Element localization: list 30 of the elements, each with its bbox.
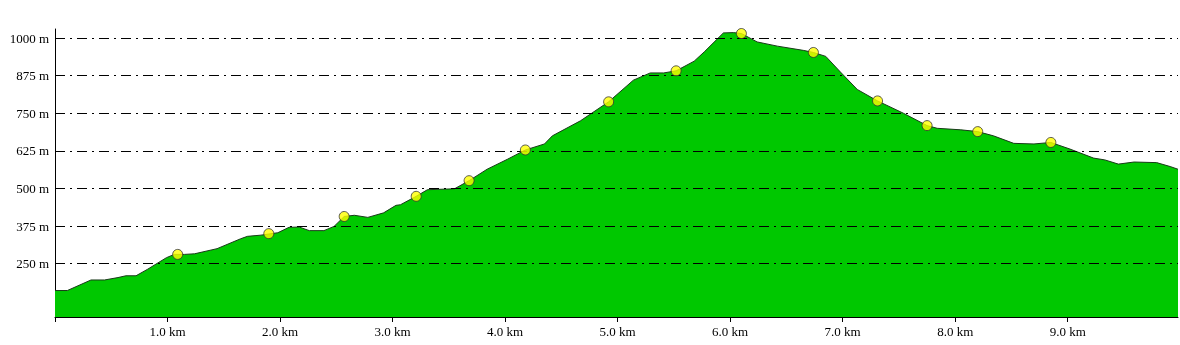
point [807,46,819,58]
y-tick-label: 750 m [16,105,49,121]
point [921,120,933,132]
x-tick-label: 6.0 km [712,324,749,339]
point [872,95,884,107]
point [172,248,184,260]
point [338,210,350,222]
y-tick-label: 375 m [16,218,49,234]
x-tick-label: 2.0 km [261,324,299,339]
point [603,96,615,108]
point [735,28,747,40]
x-tick-label: 1.0 km [149,324,186,339]
x-tick-label: 4.0 km [487,324,524,339]
point [972,126,984,138]
point [519,144,531,156]
point [670,65,682,77]
y-tick-label: 1000 m [9,30,49,46]
point [463,175,475,187]
y-tick-label: 625 m [16,143,49,159]
point [410,190,422,202]
point [1045,136,1057,148]
x-tick-label: 3.0 km [374,324,411,339]
x-tick-label: 8.0 km [937,324,974,339]
y-tick-label: 875 m [16,68,49,84]
y-tick-label: 500 m [16,181,49,196]
x-tick-label: 9.0 km [1049,324,1086,339]
x-tick-label: 7.0 km [824,324,861,339]
y-tick-label: 250 m [16,256,49,272]
point [263,228,275,240]
x-tick-label: 5.0 km [599,324,636,339]
